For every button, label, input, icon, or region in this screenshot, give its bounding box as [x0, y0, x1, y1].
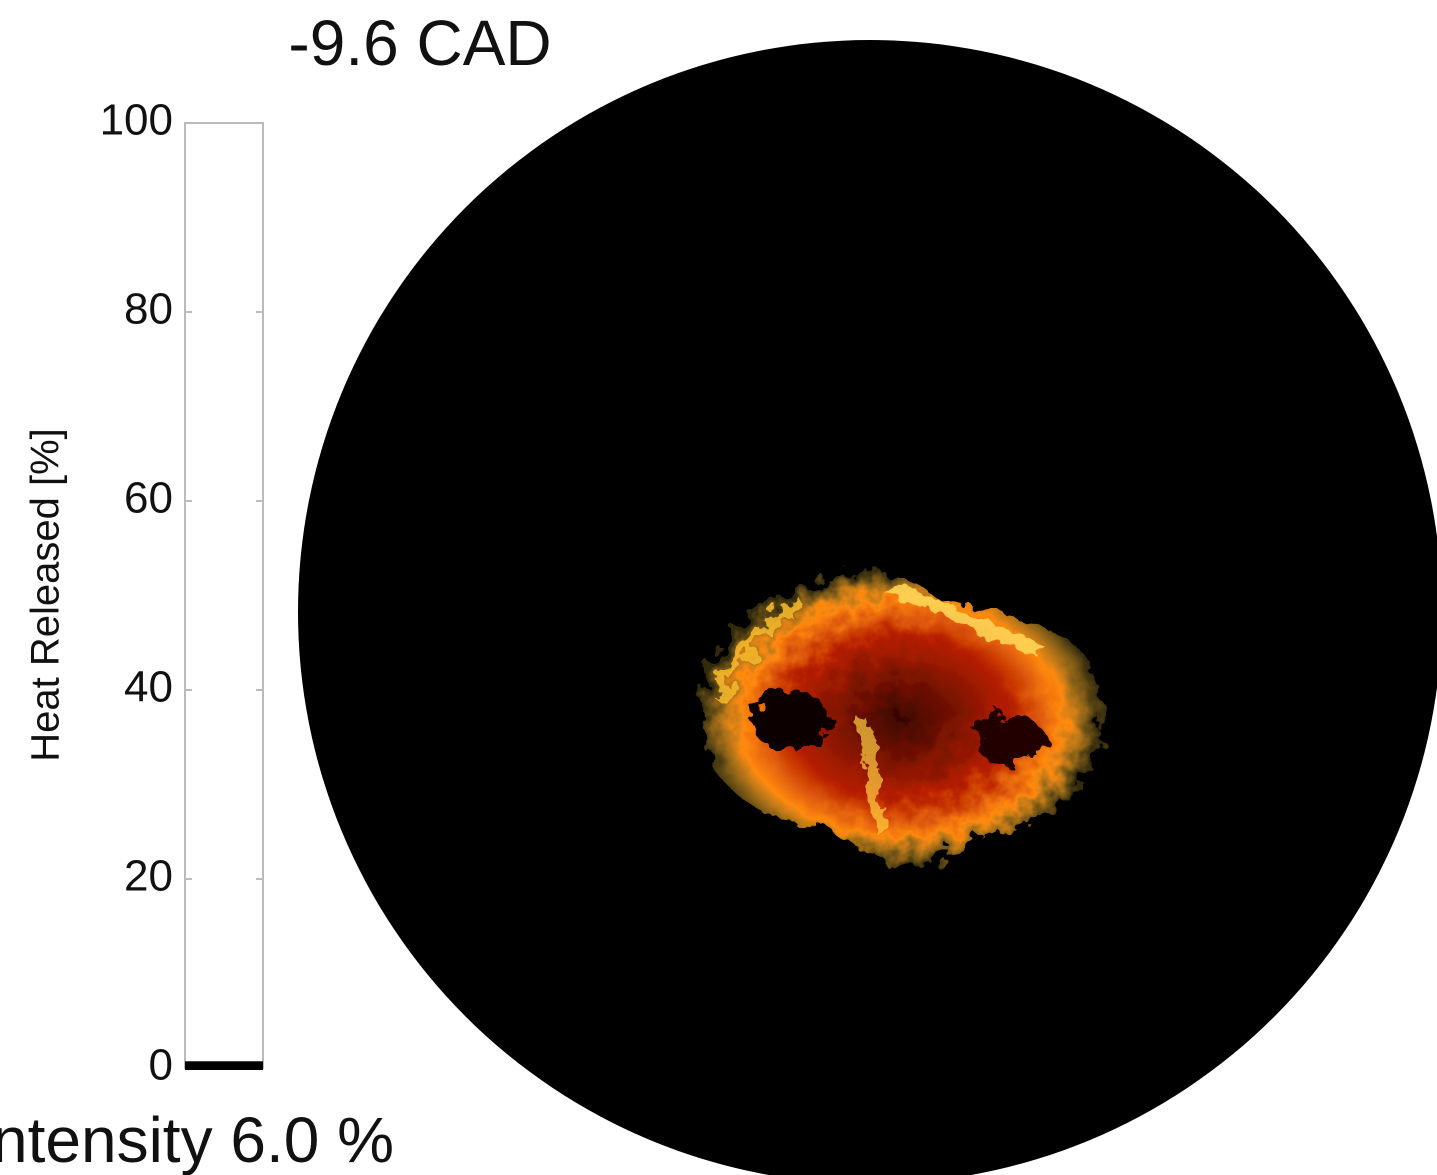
chart: -9.6 CAD ntensity 6.0 % Heat Released [%… — [0, 0, 1437, 1175]
y-axis-label: Heat Released [%] — [24, 428, 68, 762]
bar — [185, 1061, 263, 1070]
y-tick-label: 40 — [124, 663, 173, 712]
page: -9.6 CAD ntensity 6.0 % Heat Released [%… — [0, 0, 1437, 1175]
y-tick-label: 60 — [124, 474, 173, 523]
y-tick-label: 20 — [124, 852, 173, 901]
y-tick-label: 80 — [124, 285, 173, 334]
plot-frame — [185, 123, 263, 1068]
y-tick-label: 0 — [149, 1041, 173, 1090]
chart-title: -9.6 CAD — [288, 7, 551, 79]
footer-text: ntensity 6.0 % — [0, 1104, 394, 1175]
y-tick-label: 100 — [100, 96, 173, 145]
